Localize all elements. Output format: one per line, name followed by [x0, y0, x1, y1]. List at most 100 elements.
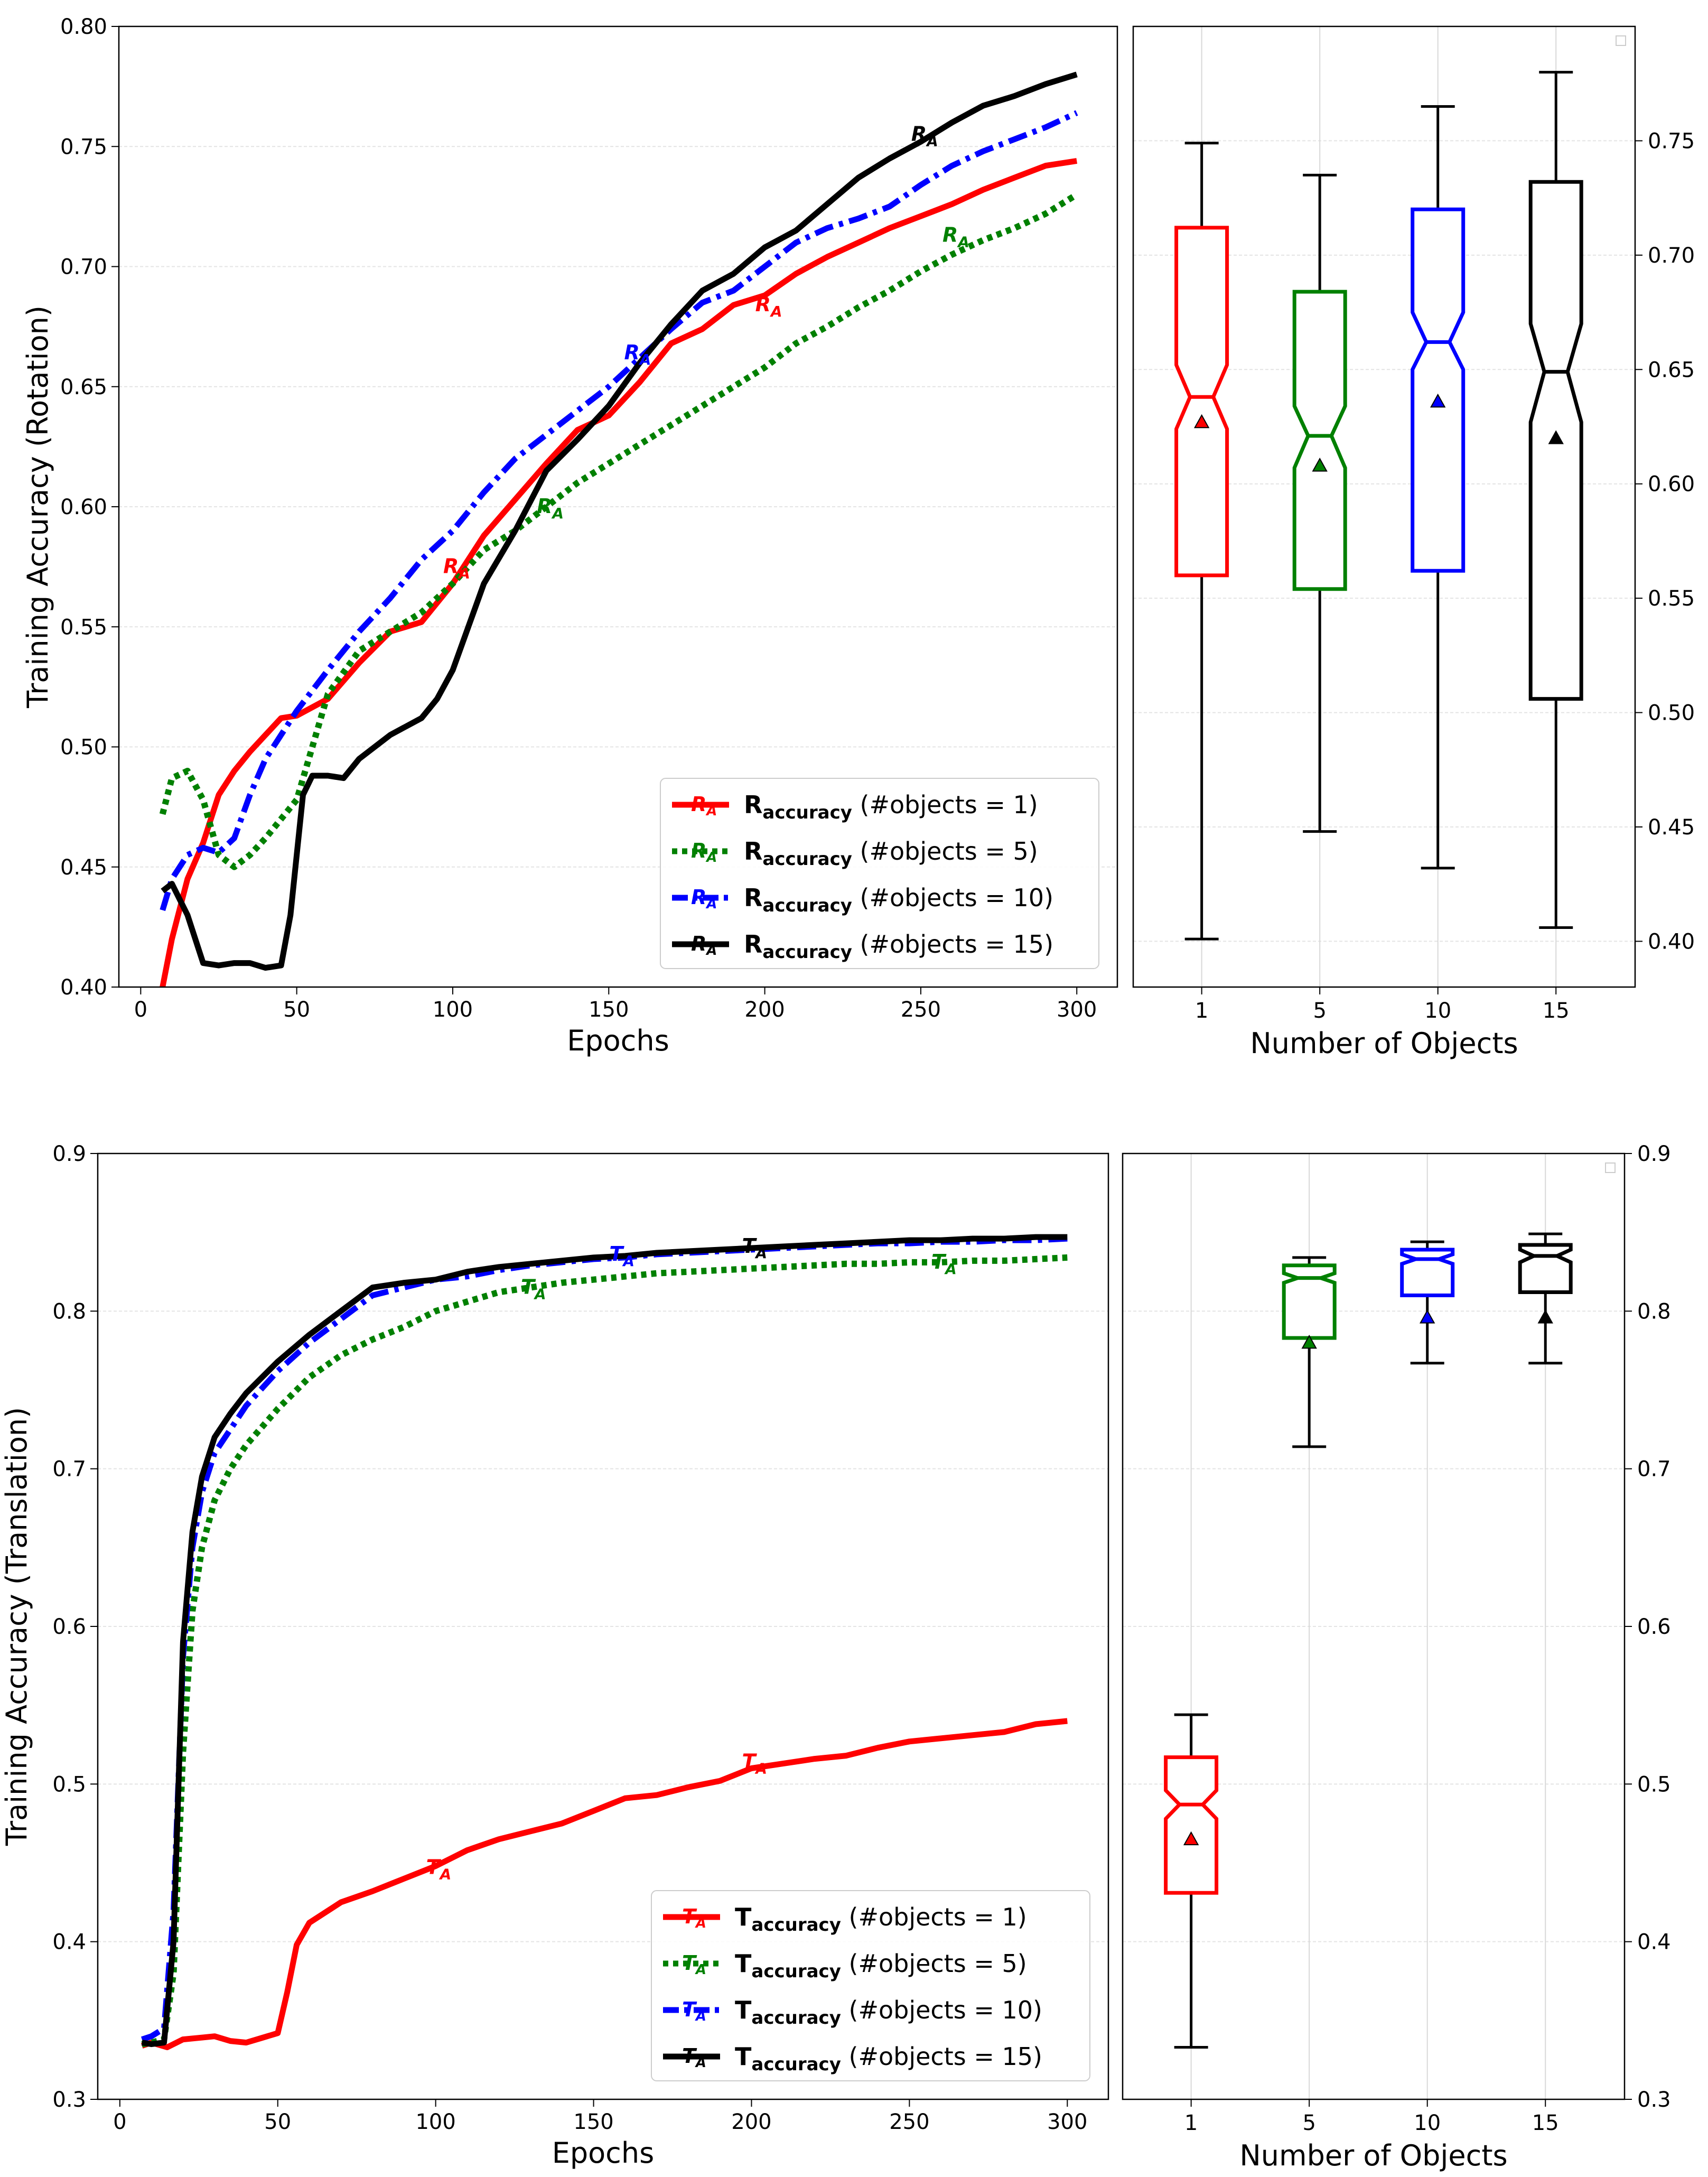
legend-marker-main: R	[691, 886, 706, 909]
marker-sub: A	[534, 1286, 546, 1303]
y-tick-label: 0.55	[1648, 587, 1695, 611]
box-1	[1174, 142, 1229, 941]
mean-marker	[1301, 1334, 1317, 1349]
legend: TA Taccuracy (#objects = 1)TA Taccuracy (#…	[651, 1890, 1090, 2081]
plot-frame	[1132, 25, 1636, 988]
marker-main: T	[609, 1242, 624, 1266]
y-tick-label: 0.45	[60, 855, 107, 880]
y-tick-label: 0.4	[52, 1930, 86, 1955]
notched-box	[1292, 290, 1347, 591]
y-tick-label: 0.4	[1637, 1930, 1671, 1955]
legend-marker-main: T	[682, 1951, 697, 1975]
box-2	[1292, 173, 1347, 833]
x-tick-label: 0	[134, 998, 147, 1022]
empty-legend-box	[1616, 35, 1626, 46]
series-marker-label: TA	[931, 1250, 957, 1278]
legend-rest: (#objects = 10)	[852, 883, 1053, 912]
marker-main: R	[911, 123, 927, 146]
legend-marker-sub: A	[705, 943, 717, 959]
legend-main: T	[735, 2042, 752, 2071]
legend-rest: (#objects = 1)	[841, 1903, 1027, 1931]
x-axis-label: Number of Objects	[1250, 1027, 1518, 1060]
y-axis-label: Training Accuracy (Rotation)	[21, 305, 54, 709]
marker-sub: A	[458, 565, 470, 582]
y-tick-label: 0.70	[60, 255, 107, 280]
translation-line-chart: 0.3 0.4 0.5 0.6 0.7 0.8 0.9 0 50 100 150 200 250 300 T…	[0, 1142, 1109, 2170]
legend-rest: (#objects = 15)	[841, 2042, 1042, 2071]
legend-marker-sub: A	[695, 2008, 706, 2024]
series-marker-label: TA	[609, 1242, 634, 1270]
box-4	[1518, 1232, 1573, 1365]
series-line-4	[161, 71, 1078, 971]
legend-marker-main: R	[691, 793, 706, 816]
x-tick-label: 200	[731, 2110, 771, 2134]
mean-marker	[1537, 1309, 1553, 1324]
series-line-4	[141, 1234, 1068, 2048]
legend-marker-sub: A	[695, 1962, 706, 1978]
legend-marker: TA	[682, 2044, 706, 2071]
legend-marker: RA	[691, 886, 717, 912]
series-marker-label: RA	[443, 555, 470, 582]
plot-frame	[118, 25, 1118, 988]
y-tick-label: 0.3	[52, 2088, 86, 2112]
legend-main: R	[744, 883, 762, 912]
notched-box	[1282, 1263, 1337, 1340]
mean-marker	[1183, 1831, 1199, 1846]
legend-marker-sub: A	[705, 896, 717, 912]
legend-main: T	[735, 1949, 752, 1978]
y-tick-label: 0.9	[52, 1142, 86, 1166]
mean-marker	[1420, 1309, 1435, 1324]
marker-main: T	[742, 1234, 757, 1258]
marker-sub: A	[770, 303, 782, 320]
legend-label-4: Raccuracy (#objects = 15)	[744, 930, 1053, 963]
y-tick-label: 0.70	[1648, 244, 1695, 268]
box-4	[1528, 71, 1583, 929]
legend-box	[651, 1890, 1090, 2081]
y-tick-label: 0.9	[1637, 1142, 1671, 1166]
y-tick-label: 0.80	[60, 15, 107, 39]
x-tick-label: 150	[589, 998, 629, 1022]
legend-rest: (#objects = 5)	[852, 837, 1038, 866]
legend-marker-main: R	[691, 839, 706, 862]
legend-rest: (#objects = 15)	[852, 930, 1053, 959]
empty-legend-box	[1605, 1162, 1616, 1173]
legend-marker: TA	[682, 1998, 706, 2024]
x-tick-label: 200	[744, 998, 785, 1022]
marker-sub: A	[754, 1244, 767, 1262]
x-tick-label: 250	[901, 998, 941, 1022]
box-2	[1282, 1256, 1337, 1448]
series-marker-label: RA	[755, 293, 782, 320]
legend-label-1: Raccuracy (#objects = 1)	[744, 790, 1038, 823]
y-tick-label: 0.50	[60, 736, 107, 760]
marker-main: R	[443, 555, 459, 578]
legend-box	[660, 778, 1099, 969]
legend-marker-sub: A	[695, 2055, 706, 2071]
legend-sub: accuracy	[762, 942, 852, 963]
legend-main: T	[735, 1903, 752, 1931]
box-3	[1411, 105, 1466, 870]
legend-sub: accuracy	[762, 849, 852, 870]
legend-main: T	[735, 1996, 752, 2024]
x-axis-label: Epochs	[567, 1024, 669, 1057]
y-tick-label: 0.40	[1648, 929, 1695, 954]
y-tick-label: 0.60	[1648, 472, 1695, 497]
legend-marker-main: T	[682, 1905, 697, 1928]
legend-label-4: Taccuracy (#objects = 15)	[735, 2042, 1042, 2075]
notched-box	[1411, 207, 1466, 573]
legend-marker: TA	[682, 1905, 706, 1931]
series-marker-label: TA	[742, 1750, 767, 1778]
series-marker-label: RA	[942, 223, 969, 250]
y-tick-label: 0.5	[1637, 1772, 1671, 1797]
y-tick-label: 0.75	[1648, 129, 1695, 153]
legend-rest: (#objects = 10)	[841, 1996, 1042, 2024]
legend-sub: accuracy	[751, 2054, 841, 2075]
legend-sub: accuracy	[762, 802, 852, 823]
legend-marker-sub: A	[695, 1915, 706, 1931]
x-tick-label: 0	[113, 2110, 126, 2134]
notched-box	[1164, 1755, 1219, 1895]
series-line-2	[141, 1254, 1068, 2048]
y-tick-label: 0.55	[60, 615, 107, 639]
notched-box	[1400, 1248, 1455, 1297]
mean-marker	[1193, 414, 1210, 429]
